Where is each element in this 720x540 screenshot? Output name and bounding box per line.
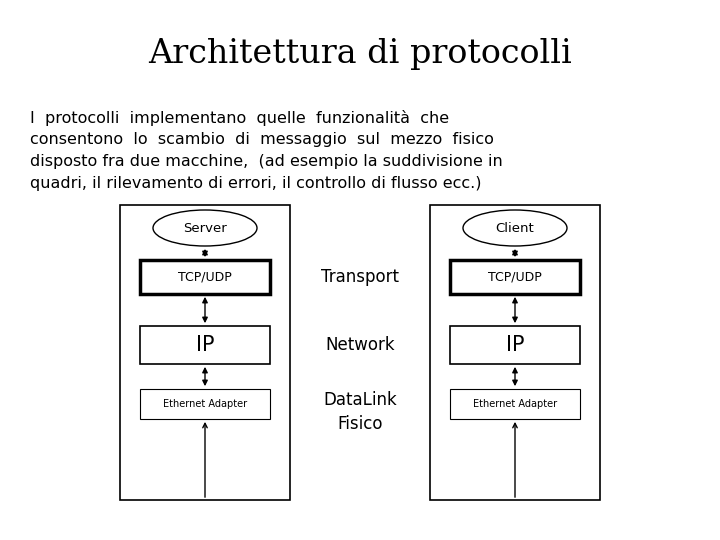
Text: Transport: Transport [321, 268, 399, 286]
Bar [140, 326, 270, 364]
Text: IP: IP [505, 335, 524, 355]
Text: I  protocolli  implementano  quelle  funzionalità  che: I protocolli implementano quelle funzion… [30, 110, 449, 126]
Text: Client: Client [495, 221, 534, 234]
Bar [120, 205, 290, 500]
Text: IP: IP [196, 335, 215, 355]
Bar [450, 389, 580, 419]
Text: Ethernet Adapter: Ethernet Adapter [163, 399, 247, 409]
Text: Server: Server [183, 221, 227, 234]
Bar [140, 260, 270, 294]
Bar [430, 205, 600, 500]
Text: consentono  lo  scambio  di  messaggio  sul  mezzo  fisico: consentono lo scambio di messaggio sul m… [30, 132, 494, 147]
Ellipse shape [153, 210, 257, 246]
Bar [140, 389, 270, 419]
Text: Ethernet Adapter: Ethernet Adapter [473, 399, 557, 409]
Text: DataLink
Fisico: DataLink Fisico [323, 391, 397, 433]
Bar [450, 326, 580, 364]
Text: Network: Network [325, 336, 395, 354]
Text: quadri, il rilevamento di errori, il controllo di flusso ecc.): quadri, il rilevamento di errori, il con… [30, 176, 482, 191]
Bar [450, 260, 580, 294]
Ellipse shape [463, 210, 567, 246]
Text: TCP/UDP: TCP/UDP [488, 271, 542, 284]
Text: disposto fra due macchine,  (ad esempio la suddivisione in: disposto fra due macchine, (ad esempio l… [30, 154, 503, 169]
Text: Architettura di protocolli: Architettura di protocolli [148, 38, 572, 70]
Text: TCP/UDP: TCP/UDP [178, 271, 232, 284]
